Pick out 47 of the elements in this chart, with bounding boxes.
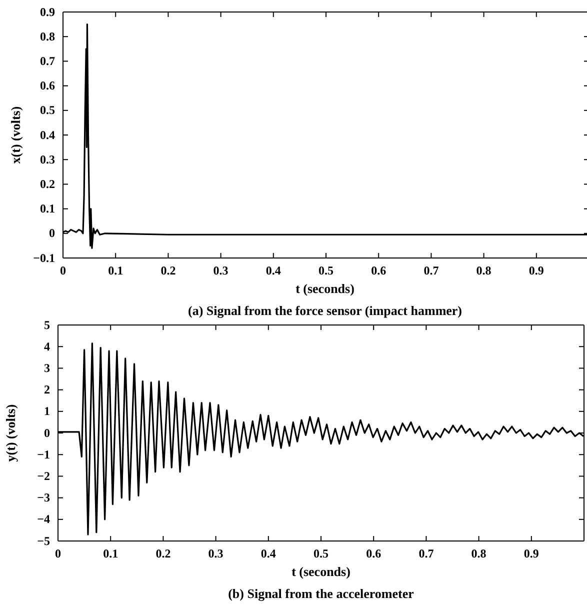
y-tick-label: 0.1 bbox=[40, 202, 55, 216]
x-tick-label: 0.9 bbox=[524, 546, 539, 561]
x-tick-label: 0.9 bbox=[528, 264, 544, 278]
y-tick-label: 0.5 bbox=[40, 103, 55, 118]
y-tick-label: 0.2 bbox=[40, 177, 55, 192]
y-tick-label: 2 bbox=[44, 382, 50, 397]
text: (a) Signal from the force sensor (impact hammer) bbox=[188, 303, 462, 318]
x-tick-label: 0.3 bbox=[213, 264, 228, 278]
x-tick-label: 0.1 bbox=[103, 546, 118, 561]
y-tick-label: 5 bbox=[44, 318, 50, 332]
y-tick-label: 0.7 bbox=[40, 54, 55, 68]
y-tick-label: −4 bbox=[37, 512, 50, 526]
x-tick-label: 0.1 bbox=[108, 264, 124, 278]
y-tick-label: 0 bbox=[49, 226, 55, 240]
y-tick-label: 0.4 bbox=[40, 128, 55, 142]
y-tick-label: −3 bbox=[37, 490, 50, 505]
x-tick-label: 0.6 bbox=[371, 264, 386, 278]
y-tick-label: −0.1 bbox=[33, 250, 55, 265]
x-tick-label: 0.5 bbox=[318, 264, 334, 278]
x-tick-label: 0.8 bbox=[476, 264, 492, 278]
x-tick-label: 0.3 bbox=[208, 546, 224, 561]
y-tick-label: −5 bbox=[37, 534, 50, 548]
y-tick-label: 0.8 bbox=[40, 29, 55, 44]
y-tick-label: 0.6 bbox=[40, 78, 55, 93]
y-axis-title: y(t) (volts) bbox=[3, 404, 18, 462]
x-tick-label: 0 bbox=[60, 264, 66, 278]
x-tick-label: 0.5 bbox=[314, 546, 328, 561]
y-tick-label: 4 bbox=[44, 339, 50, 354]
text: (b) Signal from the accelerometer bbox=[228, 586, 414, 601]
x-axis-title: t (seconds) bbox=[292, 564, 350, 579]
y-tick-label: 1 bbox=[44, 404, 50, 418]
x-tick-label: 0.8 bbox=[471, 546, 486, 561]
x-tick-label: 0.7 bbox=[418, 546, 434, 561]
x-tick-label: 0.2 bbox=[156, 546, 171, 561]
x-tick-label: 0.4 bbox=[260, 546, 276, 561]
x-tick-label: 0.2 bbox=[160, 264, 176, 278]
y-tick-label: −2 bbox=[37, 469, 50, 484]
x-tick-label: 0.7 bbox=[424, 264, 439, 278]
y-tick-label: 3 bbox=[44, 361, 50, 376]
y-tick-label: 0.9 bbox=[40, 4, 55, 19]
x-tick-label: 0.6 bbox=[366, 546, 382, 561]
y-axis-title: x(t) (volts) bbox=[8, 106, 23, 164]
x-axis-title: t (seconds) bbox=[296, 281, 354, 296]
y-tick-label: 0 bbox=[44, 426, 50, 440]
y-tick-label: −1 bbox=[37, 447, 50, 462]
y-tick-label: 0.3 bbox=[40, 152, 55, 166]
x-tick-label: 0.4 bbox=[266, 264, 281, 278]
